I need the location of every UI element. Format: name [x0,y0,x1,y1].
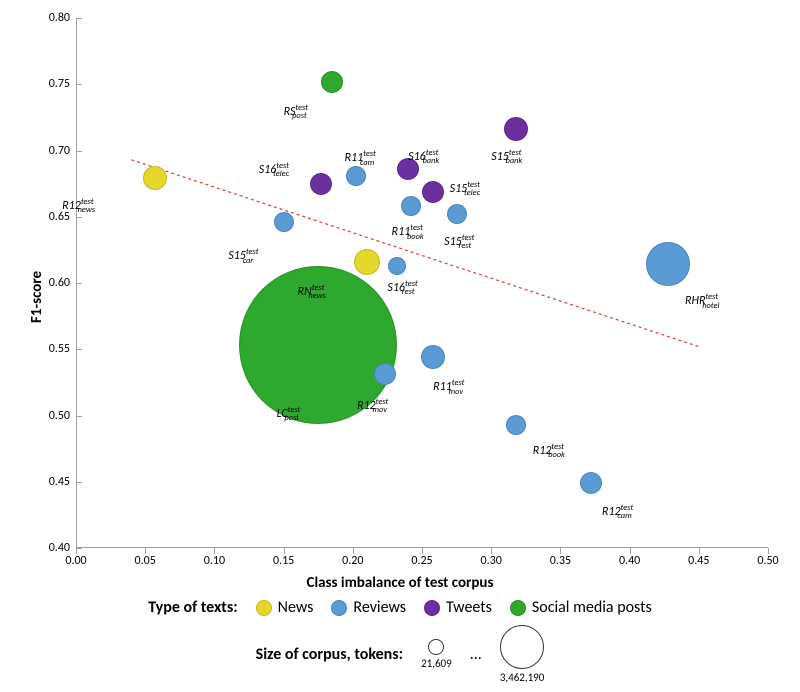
data-point-S15_telec [422,181,444,203]
legend-ellipsis: ... [470,645,482,664]
data-point-R12_mov [374,363,396,385]
x-tick-label: 0.10 [204,554,225,568]
data-label-LC_post: LCtestpost [277,405,299,423]
x-tick-label: 0.40 [619,554,640,568]
x-tick-label: 0.25 [411,554,432,568]
data-label-S16_telec: S16testtelec [259,161,289,179]
x-tick-mark [145,548,146,554]
legend-item-tweets: Tweets [424,598,492,617]
data-point-S16_telec [310,173,332,195]
x-tick-label: 0.05 [135,554,156,568]
data-point-S15_rest [447,204,467,224]
y-tick-mark [76,349,82,350]
data-label-RN_news: RNtestnews [297,283,326,301]
x-tick-label: 0.30 [481,554,502,568]
x-tick-mark [422,548,423,554]
x-tick-mark [76,548,77,554]
legend-label-reviews: Reviews [353,598,406,617]
data-label-R11_book: R11testbook [392,223,424,241]
legend-size-large: 3,462,190 [500,625,545,684]
x-tick-label: 0.45 [688,554,709,568]
x-tick-mark [699,548,700,554]
legend-swatch-reviews [331,600,347,616]
legend-label-tweets: Tweets [446,598,492,617]
data-point-S15_bank [504,117,528,141]
data-point-RN_news [354,249,380,275]
data-point-R12_news [143,166,167,190]
legend-type-row: Type of texts: News Reviews Tweets Socia… [12,598,788,617]
x-tick-label: 0.50 [757,554,778,568]
y-axis-title: F1-score [28,271,46,323]
legend-size-small: 21,609 [421,639,452,670]
legend-item-news: News [256,598,314,617]
x-tick-label: 0.35 [550,554,571,568]
x-axis-title: Class imbalance of test corpus [12,574,788,592]
data-label-S15_rest: S15testrest [444,233,471,251]
data-label-RS_post: RStestpost [284,103,307,121]
x-tick-label: 0.20 [342,554,363,568]
legend-label-social: Social media posts [532,598,652,617]
data-label-S15_car: S15testcar [228,247,253,265]
scatter-chart: 0.400.450.500.550.600.650.700.750.80 0.0… [12,12,788,666]
legend-item-reviews: Reviews [331,598,406,617]
data-point-R12_cam [580,472,602,494]
y-tick-label: 0.50 [12,409,70,423]
y-tick-mark [76,283,82,284]
x-tick-mark [768,548,769,554]
data-label-R12_cam: R12testcam [602,503,632,521]
y-tick-label: 0.45 [12,475,70,489]
y-tick-label: 0.40 [12,541,70,555]
data-point-R11_book [401,196,421,216]
legend-size-row: Size of corpus, tokens: 21,609 ... 3,462… [12,625,788,684]
y-tick-label: 0.80 [12,11,70,25]
y-tick-mark [76,416,82,417]
data-label-S15_bank: S15testbank [491,148,522,166]
data-point-RS_post [321,71,343,93]
y-tick-mark [76,217,82,218]
legend-swatch-tweets [424,600,440,616]
y-tick-label: 0.70 [12,144,70,158]
legend-swatch-news [256,600,272,616]
legend-type-title: Type of texts: [148,598,237,617]
legend-item-social: Social media posts [510,598,652,617]
y-tick-mark [76,84,82,85]
y-tick-mark [76,482,82,483]
data-point-S16_rest [388,257,406,275]
y-tick-mark [76,18,82,19]
data-point-RHR_hotel [646,242,690,286]
legend-circle-large [500,625,544,669]
data-label-R12_news: R12testnews [62,197,95,215]
x-tick-mark [284,548,285,554]
legend-size-small-label: 21,609 [421,657,452,670]
data-point-S15_car [274,212,294,232]
legend-swatch-social [510,600,526,616]
x-tick-mark [214,548,215,554]
data-label-R12_book: R12testbook [533,442,565,460]
x-tick-label: 0.15 [273,554,294,568]
data-label-S15_telec: S15testtelec [450,180,480,198]
data-label-S16_bank: S16testbank [408,148,439,166]
data-label-R11_mov: R11testmov [433,378,463,396]
data-label-R12_mov: R12testmov [357,397,387,415]
x-tick-mark [353,548,354,554]
y-tick-label: 0.75 [12,77,70,91]
legend-circle-small [428,639,444,655]
x-tick-label: 0.00 [65,554,86,568]
x-tick-mark [630,548,631,554]
y-tick-mark [76,151,82,152]
data-point-R11_mov [421,345,445,369]
data-label-RHR_hotel: RHRtesthotel [685,292,720,310]
x-tick-mark [491,548,492,554]
data-point-R12_book [506,415,526,435]
data-label-R11_cam: R11testcam [344,149,374,167]
data-label-S16_rest: S16testrest [387,279,414,297]
legend-size-title: Size of corpus, tokens: [256,645,403,664]
legend-label-news: News [278,598,314,617]
data-point-R11_cam [346,166,366,186]
x-tick-mark [560,548,561,554]
y-tick-label: 0.55 [12,342,70,356]
